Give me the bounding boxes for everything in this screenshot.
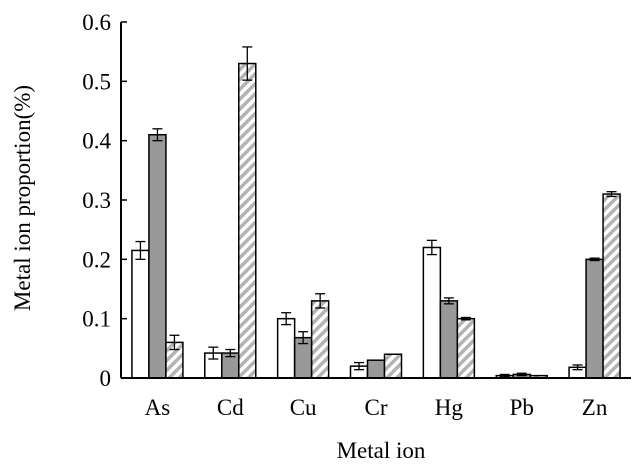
bar-cr-series-3 [383,353,403,379]
bar-cd-series-3 [238,62,257,379]
x-axis-title: Metal ion [337,438,426,463]
y-axis-title: Metal ion proportion(%) [10,85,35,311]
bar-hg-series-1 [422,246,442,379]
x-tick-label-pb: Pb [510,395,534,420]
x-tick-label-cr: Cr [365,395,388,420]
y-tick-label: 0.5 [82,69,111,94]
bar-zn-series-2 [585,258,604,379]
x-tick-label-zn: Zn [582,395,608,420]
bar-zn-series-3 [602,193,621,379]
y-tick-label: 0 [100,366,112,391]
y-tick-label: 0.2 [82,247,111,272]
bar-cu-series-1 [276,317,296,379]
y-tick-label: 0.6 [82,10,111,35]
y-tick-label: 0.3 [82,188,111,213]
bar-cr-series-2 [366,359,386,379]
bar-hg-series-3 [456,317,476,379]
x-tick-label-cd: Cd [217,395,244,420]
y-tick-label: 0.4 [82,129,111,154]
bar-as-series-1 [131,249,150,379]
plot-area: 0 0.1 0.2 0.3 0.4 0.5 0.6 As Cd Cu Cr Hg Pb Zn [82,10,631,420]
x-tick-label-hg: Hg [435,395,464,420]
bar-cu-series-3 [310,300,330,379]
bar-hg-series-2 [439,300,459,379]
bar-as-series-2 [148,133,167,379]
y-tick-label: 0.1 [82,307,111,332]
x-tick-label-as: As [145,395,171,420]
x-tick-label-cu: Cu [290,395,317,420]
